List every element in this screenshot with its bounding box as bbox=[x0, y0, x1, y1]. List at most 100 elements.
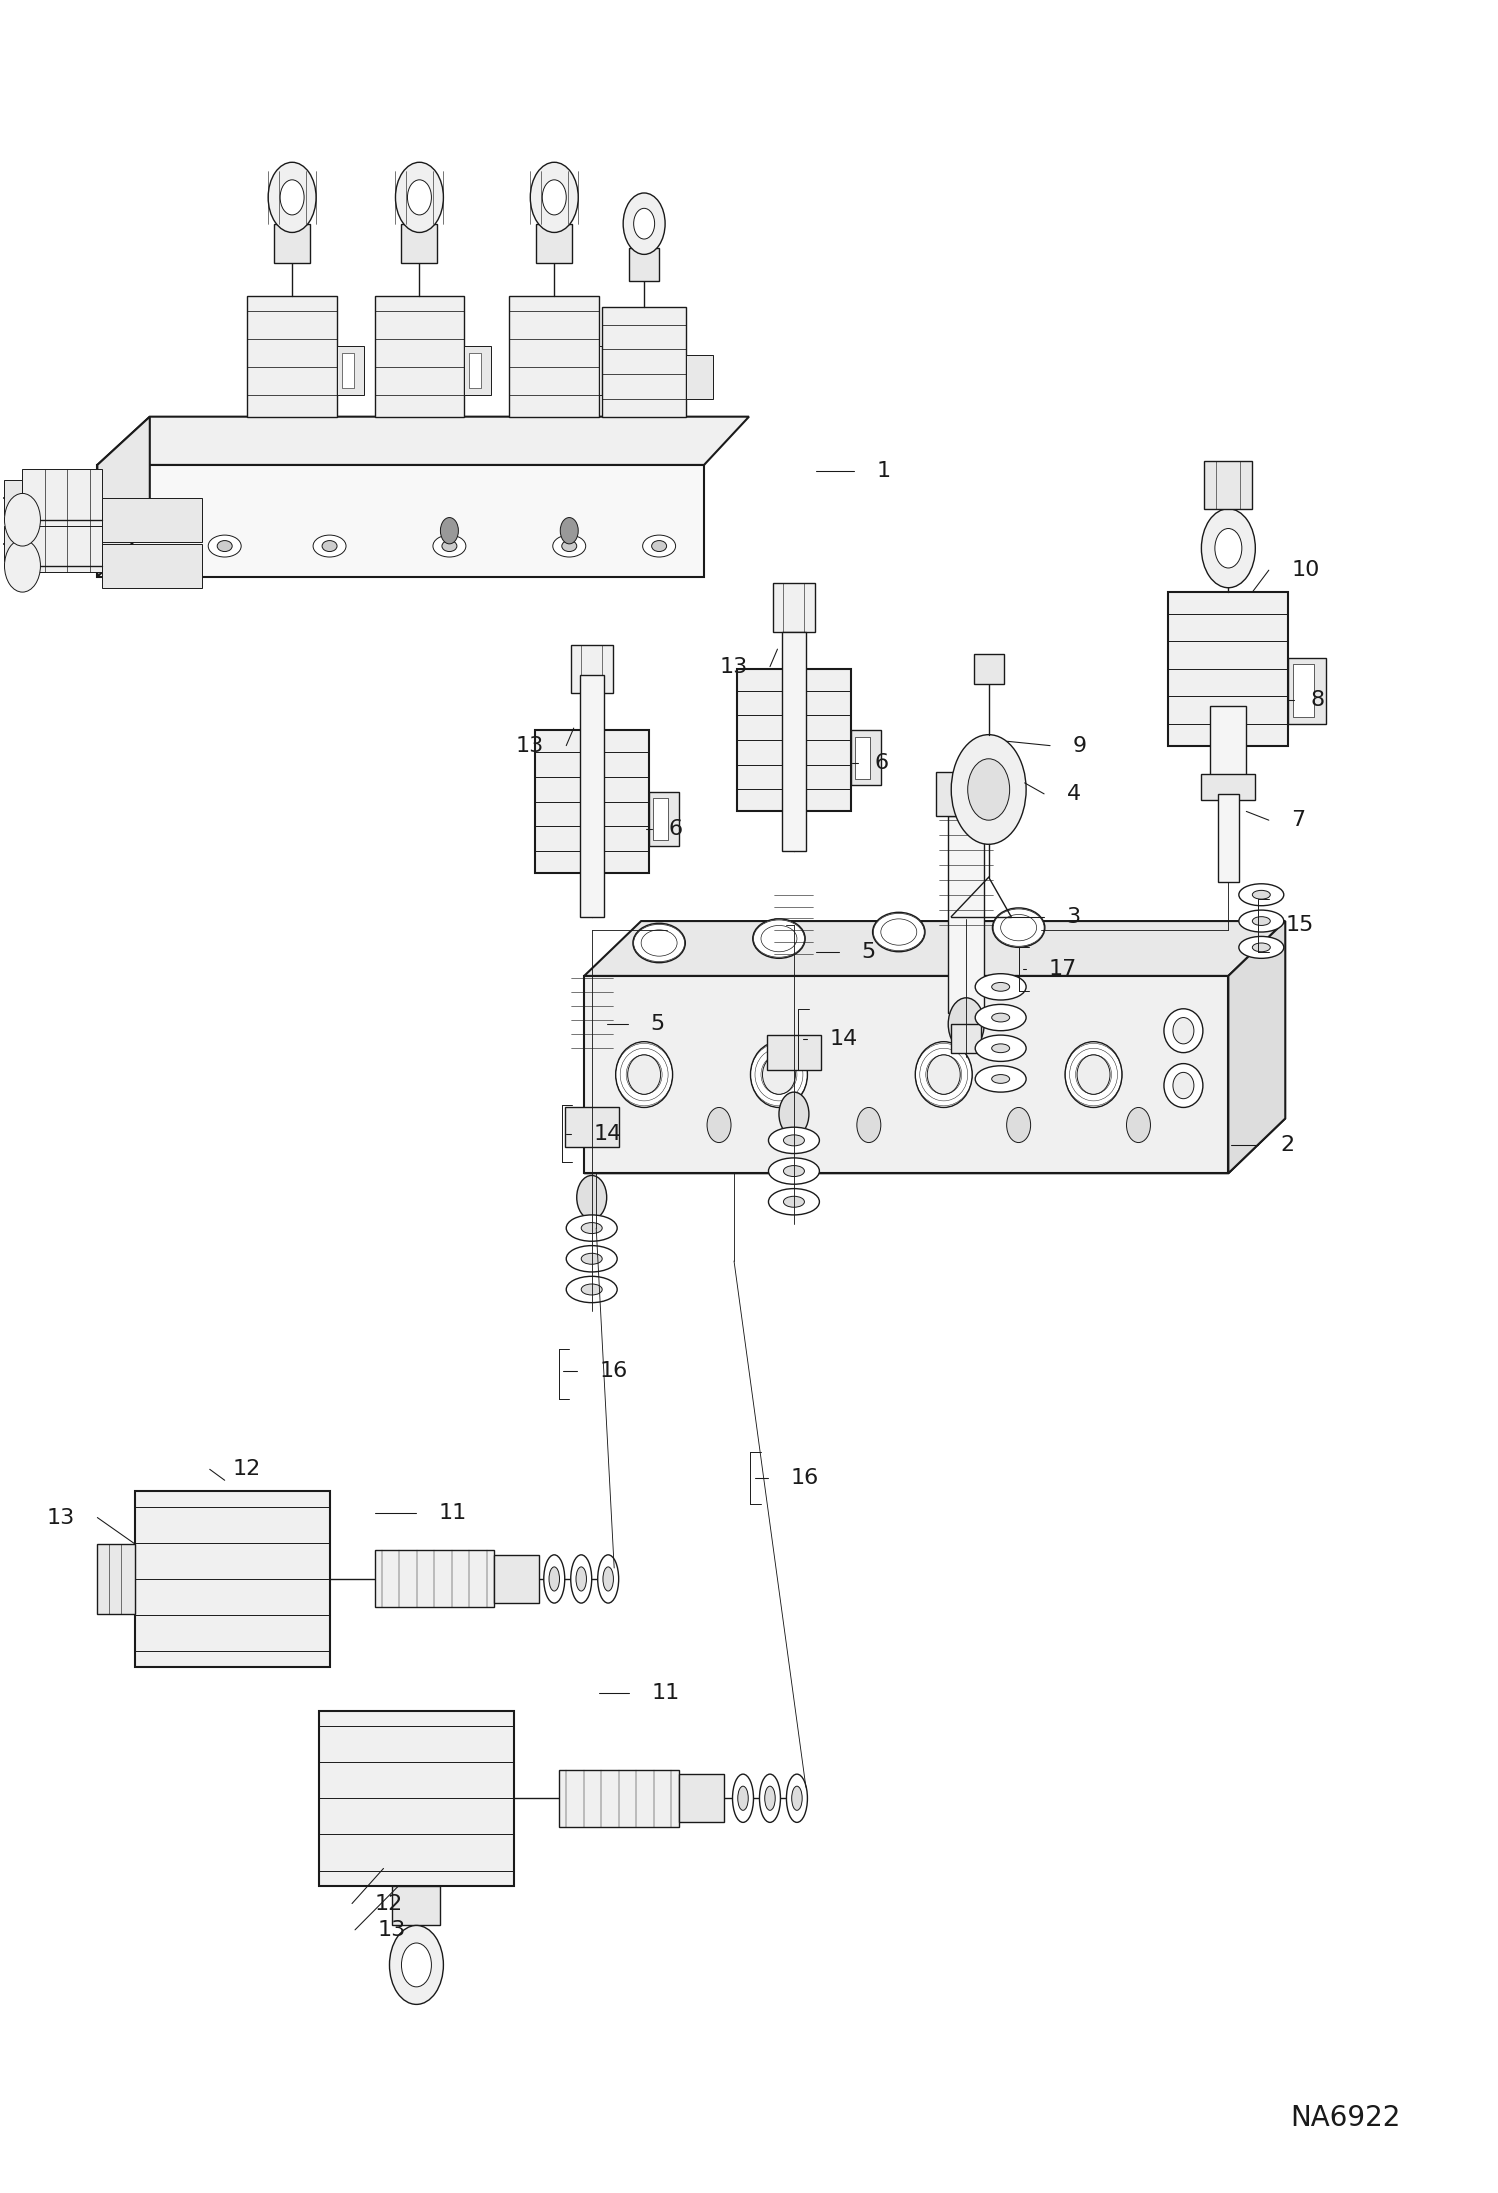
Bar bbox=[565, 1107, 619, 1147]
Bar bbox=[392, 1886, 440, 1925]
Circle shape bbox=[4, 539, 40, 592]
Text: 11: 11 bbox=[652, 1682, 680, 1704]
Ellipse shape bbox=[975, 1035, 1026, 1061]
Ellipse shape bbox=[762, 1055, 795, 1094]
Bar bbox=[974, 654, 1004, 684]
Bar bbox=[686, 355, 713, 399]
Polygon shape bbox=[584, 1118, 1285, 1173]
Ellipse shape bbox=[602, 1566, 614, 1592]
Bar bbox=[773, 583, 815, 632]
Text: 13: 13 bbox=[515, 735, 544, 757]
Ellipse shape bbox=[575, 1566, 587, 1592]
Text: 6: 6 bbox=[668, 818, 682, 840]
Circle shape bbox=[440, 518, 458, 544]
Text: 12: 12 bbox=[374, 1893, 403, 1914]
Circle shape bbox=[968, 759, 1010, 820]
Ellipse shape bbox=[544, 1555, 565, 1603]
Circle shape bbox=[4, 493, 40, 546]
Bar bbox=[374, 296, 464, 417]
Circle shape bbox=[389, 1925, 443, 2004]
Text: 6: 6 bbox=[875, 752, 888, 774]
Bar bbox=[247, 296, 337, 417]
Ellipse shape bbox=[616, 1042, 673, 1107]
Text: 16: 16 bbox=[791, 1467, 819, 1489]
Ellipse shape bbox=[566, 1276, 617, 1303]
Ellipse shape bbox=[643, 535, 676, 557]
Bar bbox=[535, 730, 649, 873]
Ellipse shape bbox=[750, 1042, 807, 1107]
Ellipse shape bbox=[217, 539, 232, 553]
Ellipse shape bbox=[1252, 943, 1270, 952]
Ellipse shape bbox=[652, 539, 667, 553]
Circle shape bbox=[560, 518, 578, 544]
Text: 13: 13 bbox=[46, 1507, 75, 1529]
Polygon shape bbox=[97, 417, 150, 577]
Bar bbox=[855, 737, 870, 779]
Ellipse shape bbox=[1252, 890, 1270, 899]
Ellipse shape bbox=[768, 1127, 819, 1154]
Text: 13: 13 bbox=[719, 656, 748, 678]
Ellipse shape bbox=[783, 1136, 804, 1147]
Circle shape bbox=[634, 208, 655, 239]
Ellipse shape bbox=[786, 1774, 807, 1822]
Text: 5: 5 bbox=[861, 941, 876, 963]
Ellipse shape bbox=[313, 535, 346, 557]
Text: 3: 3 bbox=[1067, 906, 1080, 928]
Text: 15: 15 bbox=[1285, 914, 1314, 936]
Ellipse shape bbox=[872, 912, 924, 952]
Ellipse shape bbox=[433, 535, 466, 557]
Text: 14: 14 bbox=[830, 1029, 858, 1050]
Ellipse shape bbox=[1164, 1009, 1203, 1053]
Bar bbox=[948, 816, 984, 1013]
Bar bbox=[401, 224, 437, 263]
Ellipse shape bbox=[1252, 917, 1270, 925]
Ellipse shape bbox=[975, 1004, 1026, 1031]
Circle shape bbox=[1007, 1107, 1031, 1143]
Ellipse shape bbox=[733, 1774, 753, 1822]
Circle shape bbox=[951, 735, 1026, 844]
Ellipse shape bbox=[566, 1246, 617, 1272]
Text: 10: 10 bbox=[1291, 559, 1320, 581]
Bar bbox=[602, 307, 686, 417]
Circle shape bbox=[268, 162, 316, 232]
Circle shape bbox=[530, 162, 578, 232]
Bar bbox=[580, 675, 604, 917]
Text: 11: 11 bbox=[439, 1502, 467, 1524]
Ellipse shape bbox=[571, 1555, 592, 1603]
Bar bbox=[1168, 592, 1288, 746]
Ellipse shape bbox=[992, 1044, 1010, 1053]
Ellipse shape bbox=[322, 539, 337, 553]
Ellipse shape bbox=[1164, 1064, 1203, 1107]
Ellipse shape bbox=[1239, 936, 1284, 958]
Bar bbox=[599, 346, 626, 395]
Circle shape bbox=[395, 162, 443, 232]
Circle shape bbox=[280, 180, 304, 215]
Ellipse shape bbox=[1239, 910, 1284, 932]
Polygon shape bbox=[102, 544, 202, 588]
Bar bbox=[4, 526, 22, 561]
Ellipse shape bbox=[1077, 1055, 1110, 1094]
Bar bbox=[1218, 794, 1239, 882]
Polygon shape bbox=[584, 976, 1228, 1173]
Bar bbox=[464, 346, 491, 395]
Bar bbox=[767, 1035, 821, 1070]
Text: 16: 16 bbox=[599, 1360, 628, 1382]
Text: 13: 13 bbox=[377, 1919, 406, 1941]
Bar bbox=[274, 224, 310, 263]
Circle shape bbox=[542, 180, 566, 215]
Ellipse shape bbox=[737, 1785, 749, 1811]
Bar bbox=[782, 632, 806, 851]
Text: 17: 17 bbox=[1049, 958, 1077, 980]
Text: 5: 5 bbox=[650, 1013, 665, 1035]
Text: 1: 1 bbox=[876, 461, 890, 482]
Circle shape bbox=[1126, 1107, 1150, 1143]
Text: 2: 2 bbox=[1281, 1134, 1294, 1156]
Bar bbox=[319, 1711, 514, 1886]
Circle shape bbox=[779, 1092, 809, 1136]
Circle shape bbox=[1215, 529, 1242, 568]
Polygon shape bbox=[97, 417, 749, 465]
Ellipse shape bbox=[783, 1167, 804, 1175]
Text: 9: 9 bbox=[1073, 735, 1086, 757]
Bar bbox=[604, 353, 616, 388]
Ellipse shape bbox=[628, 1055, 661, 1094]
